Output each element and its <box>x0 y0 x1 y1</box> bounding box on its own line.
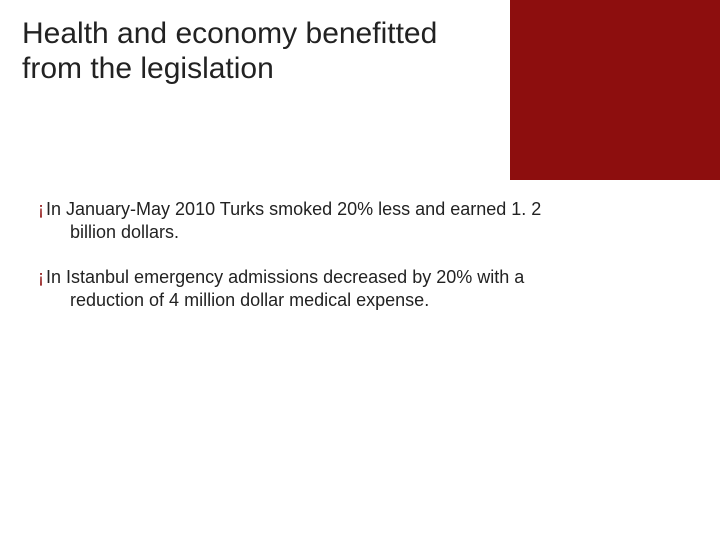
bullet-text: In January-May 2010 Turks smoked 20% les… <box>46 198 558 244</box>
list-item: ¡In January-May 2010 Turks smoked 20% le… <box>38 198 558 244</box>
bullet-marker-icon: ¡ <box>38 198 44 221</box>
bullet-text: In Istanbul emergency admissions decreas… <box>46 266 558 312</box>
accent-box <box>510 0 720 180</box>
bullet-marker-icon: ¡ <box>38 266 44 289</box>
list-item: ¡In Istanbul emergency admissions decrea… <box>38 266 558 312</box>
bullet-list: ¡In January-May 2010 Turks smoked 20% le… <box>38 198 558 334</box>
slide-title: Health and economy benefitted from the l… <box>22 16 492 87</box>
